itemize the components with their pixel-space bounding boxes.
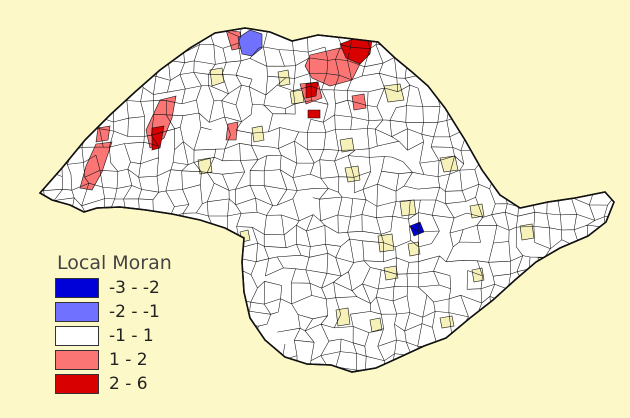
legend-label: -2 - -1 [109,302,160,322]
municipality-low [237,29,263,57]
legend-item: -1 - 1 [55,324,225,348]
municipality-neutral [537,255,555,273]
legend-item: 2 - 6 [55,372,225,396]
legend-swatch [55,302,99,322]
legend-swatch [55,278,99,298]
municipality-neutral [251,125,265,143]
municipality-neutral [289,89,305,105]
legend-item: 1 - 2 [55,348,225,372]
municipality-neutral [439,315,455,329]
legend-swatch [55,350,99,370]
municipality-neutral [369,317,383,333]
municipality-high [225,121,239,141]
municipality-high [95,125,111,143]
municipality-neutral [383,83,405,103]
legend-label: -1 - 1 [109,326,154,346]
legend: Local Moran -3 - -2 -2 - -1 -1 - 1 1 - 2… [55,250,225,396]
municipality-neutral [335,307,351,327]
municipality-neutral [407,241,421,257]
municipality-neutral [383,265,399,281]
legend-label: 2 - 6 [109,374,148,394]
municipality-neutral [209,67,225,87]
municipality-high [351,93,367,111]
municipality-very-high [151,125,165,151]
municipality-neutral [344,165,361,183]
legend-swatch [55,374,99,394]
legend-swatch [55,326,99,346]
municipality-very-low [409,221,425,237]
municipality-high [79,141,113,191]
municipality-neutral [377,233,395,253]
legend-label: 1 - 2 [109,350,148,370]
legend-title: Local Moran [57,252,172,274]
state-border [38,27,615,373]
municipality-neutral [519,223,535,241]
municipality-very-high [305,81,319,99]
legend-item: -2 - -1 [55,300,225,324]
municipality-very-high [307,109,321,119]
legend-item: -3 - -2 [55,276,225,300]
legend-label: -3 - -2 [109,278,160,298]
municipality-neutral [399,199,417,217]
